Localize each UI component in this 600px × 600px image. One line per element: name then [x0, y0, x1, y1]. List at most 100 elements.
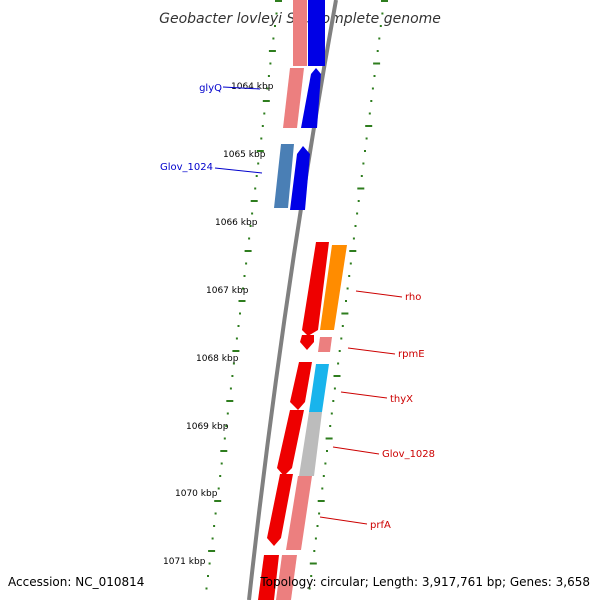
topology-text: Topology: circular; Length: 3,917,761 bp…	[259, 575, 590, 589]
gc-tick	[326, 450, 328, 452]
gc-tick	[272, 37, 275, 40]
gc-tick	[205, 587, 208, 590]
gc-tick	[243, 275, 246, 277]
gc-tick	[232, 350, 240, 352]
gc-tick	[378, 37, 381, 40]
gc-tick	[244, 250, 252, 252]
gc-tick	[370, 100, 373, 102]
gc-tick	[341, 325, 344, 327]
gc-tick	[211, 537, 214, 540]
gc-tick	[321, 487, 324, 490]
gc-tick	[263, 112, 266, 115]
gc-tick	[275, 0, 282, 2]
gene-thyX-cyan	[309, 364, 329, 412]
gc-tick	[254, 187, 257, 190]
gene-prfA-red	[267, 474, 293, 546]
kbp-tick-label: 1069 kbp	[186, 422, 229, 432]
kbp-tick-label: 1065 kbp	[223, 150, 266, 160]
gene-thyX-red	[290, 362, 312, 410]
gc-tick	[357, 200, 360, 202]
gene-label-Glov_1024: Glov_1024	[160, 162, 263, 174]
gc-tick	[219, 475, 222, 477]
leader-line	[222, 86, 261, 90]
gc-tick	[381, 0, 388, 2]
gc-tick	[213, 525, 216, 527]
gc-tick	[217, 487, 220, 490]
gc-tick	[352, 237, 355, 240]
gene-label-text: rpmE	[398, 349, 425, 360]
gc-skew-track-right	[308, 0, 388, 590]
gc-tick	[274, 25, 276, 27]
gc-tick	[360, 175, 363, 177]
gc-tick	[337, 362, 340, 365]
gc-tick	[346, 287, 349, 290]
gc-tick	[332, 400, 335, 402]
gc-tick	[349, 262, 352, 265]
gc-tick	[329, 425, 332, 427]
gc-tick	[268, 50, 276, 52]
gene-Glov_1028-gray	[299, 412, 322, 476]
gene-label-rpmE: rpmE	[347, 347, 425, 360]
gc-tick	[269, 62, 272, 65]
gc-tick	[229, 387, 232, 390]
gc-tick	[356, 212, 359, 215]
gc-tick	[310, 575, 313, 577]
gc-tick	[208, 562, 211, 565]
gc-tick	[214, 512, 217, 515]
gc-tick	[373, 75, 376, 77]
gene-bottom-pink	[276, 555, 297, 600]
gc-tick	[365, 125, 373, 127]
gene-label-text: Glov_1024	[160, 162, 213, 173]
kbp-tick-label: 1066 kbp	[215, 218, 258, 228]
kbp-tick-label: 1068 kbp	[196, 354, 239, 364]
gc-tick	[345, 300, 347, 302]
gc-tick	[220, 450, 228, 452]
gc-tick	[251, 212, 254, 215]
gc-tick	[267, 75, 270, 77]
gene-label-prfA: prfA	[319, 516, 391, 531]
gc-tick	[341, 312, 349, 315]
gc-tick	[309, 562, 317, 565]
gene-Glov_1024-upstream	[274, 144, 294, 208]
gc-tick	[248, 237, 251, 240]
gc-tick	[237, 325, 240, 327]
gc-tick	[314, 537, 317, 540]
gc-tick	[362, 162, 365, 165]
gc-tick	[220, 462, 223, 465]
kbp-scale: 1064 kbp 1065 kbp 1066 kbp 1067 kbp 1068…	[163, 82, 274, 567]
gc-tick	[364, 150, 366, 152]
gc-tick	[231, 375, 234, 377]
gc-tick	[250, 200, 258, 202]
gc-tick	[373, 62, 381, 65]
gc-tick	[354, 225, 357, 227]
gc-tick	[260, 137, 263, 140]
gc-tick	[381, 12, 384, 15]
gc-tick	[317, 500, 325, 502]
gc-tick	[379, 25, 382, 27]
gc-tick	[348, 275, 351, 277]
gc-tick	[376, 50, 379, 52]
gc-tick	[235, 337, 238, 340]
lower-genes	[258, 242, 347, 600]
leader-line	[340, 391, 388, 399]
gene-reverse-pink-a	[283, 68, 304, 128]
gene-rpmE-pink	[318, 337, 332, 352]
leader-line	[332, 446, 380, 455]
gene-reverse-upper	[293, 0, 307, 66]
gc-tick	[333, 375, 341, 377]
gc-tick	[325, 437, 333, 440]
gc-tick	[368, 112, 371, 115]
leader-line	[355, 290, 403, 298]
gene-label-text: Glov_1028	[382, 449, 435, 460]
gc-tick	[349, 250, 357, 252]
kbp-tick-label: 1064 kbp	[231, 82, 274, 92]
gc-tick	[245, 262, 248, 265]
gc-tick	[226, 412, 229, 415]
gc-tick	[357, 187, 365, 190]
gc-tick	[207, 575, 209, 577]
leader-line	[319, 516, 368, 525]
gene-rho-partner	[302, 242, 329, 336]
gene-orange	[320, 245, 347, 330]
gc-tick	[338, 350, 341, 352]
gene-label-rho: rho	[355, 290, 421, 303]
